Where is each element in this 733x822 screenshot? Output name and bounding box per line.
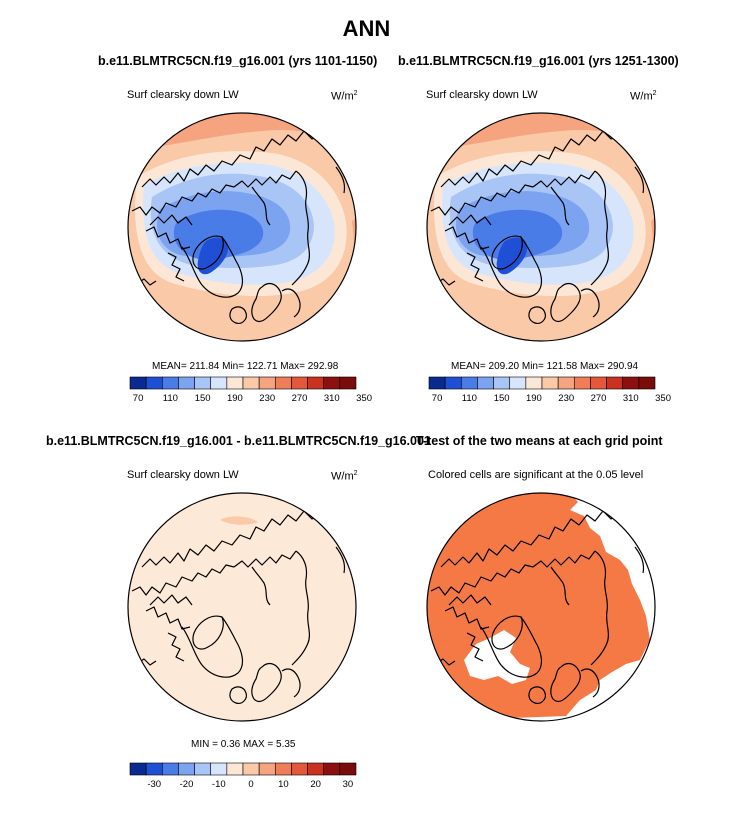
panel4-map <box>427 493 655 721</box>
panel1-boundary <box>127 112 357 342</box>
panel4-title: T-test of the two means at each grid poi… <box>416 434 663 448</box>
colorbar-2-swatch-13 <box>638 376 656 390</box>
panel1-colorbar: 70 110 150 190 230 270 310 350 <box>129 376 372 404</box>
colorbar-2-tick-label: 110 <box>462 393 477 404</box>
colorbar-1-swatch-0 <box>129 376 147 390</box>
colorbar-2-swatch-0 <box>428 376 446 390</box>
colorbar-3-tick-label: -30 <box>147 779 161 790</box>
panel1-stats: MEAN= 211.84 Min= 122.71 Max= 292.98 <box>152 361 339 372</box>
panel4-boundary <box>426 492 656 722</box>
colorbar-3-tick-label: 20 <box>310 779 321 790</box>
colorbar-2-tick-label: 190 <box>526 393 542 404</box>
colorbar-1-tick-label: 270 <box>292 393 308 404</box>
colorbar-2-swatch-1 <box>444 376 462 390</box>
colorbar-3-swatch-8 <box>258 762 276 776</box>
colorbar-3-tick-label: -20 <box>180 779 194 790</box>
panel3-subtitle: Surf clearsky down LW <box>127 469 239 481</box>
panel4-subtitle: Colored cells are significant at the 0.0… <box>428 469 644 481</box>
panel3-stats: MIN = 0.36 MAX = 5.35 <box>191 739 296 750</box>
colorbar-3-tick-label: -10 <box>212 779 226 790</box>
colorbar-1-tick-label: 150 <box>195 393 211 404</box>
colorbar-2-swatch-11 <box>606 376 624 390</box>
colorbar-2-swatch-10 <box>590 376 607 390</box>
colorbar-3-swatch-3 <box>178 762 195 776</box>
colorbar-3-swatch-1 <box>145 762 163 776</box>
colorbar-1-swatch-7 <box>242 376 260 390</box>
colorbar-1-swatch-2 <box>161 376 179 390</box>
colorbar-3-tick-label: 30 <box>343 779 354 790</box>
panel2-units: W/m2 <box>630 90 657 103</box>
panel3-map <box>128 493 356 721</box>
colorbar-1-tick-label: 230 <box>259 393 275 404</box>
panel3-field <box>128 493 356 721</box>
colorbar-2-swatch-5 <box>509 376 527 390</box>
panel2-map <box>427 113 655 341</box>
colorbar-2-tick-label: 350 <box>655 393 671 404</box>
colorbar-1-tick-label: 70 <box>133 393 144 404</box>
panel2-colorbar: 70 110 150 190 230 270 310 350 <box>428 376 671 404</box>
colorbar-1-swatch-5 <box>210 376 228 390</box>
colorbar-2-tick-label: 150 <box>494 393 510 404</box>
colorbar-3-swatch-4 <box>194 762 212 776</box>
colorbar-1-tick-label: 110 <box>163 393 178 404</box>
colorbar-3-swatch-5 <box>210 762 228 776</box>
panel2-boundary <box>426 112 656 342</box>
colorbar-3-swatch-9 <box>274 762 292 776</box>
colorbar-3-swatch-11 <box>307 762 325 776</box>
colorbar-1-swatch-12 <box>323 376 341 390</box>
panel2-subtitle: Surf clearsky down LW <box>426 89 538 101</box>
panel1-units: W/m2 <box>331 90 358 103</box>
colorbar-1-swatch-1 <box>145 376 163 390</box>
figure-title: ANN <box>342 16 391 41</box>
panel3-boundary <box>127 492 357 722</box>
colorbar-3-swatch-6 <box>226 762 244 776</box>
panel3-units: W/m2 <box>331 470 358 483</box>
colorbar-2-swatch-2 <box>460 376 478 390</box>
colorbar-1-tick-label: 190 <box>227 393 243 404</box>
colorbar-2-swatch-12 <box>622 376 640 390</box>
panel1-title: b.e11.BLMTRC5CN.f19_g16.001 (yrs 1101-11… <box>98 54 378 68</box>
colorbar-1-swatch-11 <box>307 376 325 390</box>
panel2-stats: MEAN= 209.20 Min= 121.58 Max= 290.94 <box>451 361 639 372</box>
colorbar-3-swatch-0 <box>129 762 147 776</box>
colorbar-3-swatch-13 <box>339 762 357 776</box>
colorbar-2-tick-label: 70 <box>432 393 443 404</box>
colorbar-2-tick-label: 310 <box>623 393 639 404</box>
panel3-title: b.e11.BLMTRC5CN.f19_g16.001 - b.e11.BLMT… <box>46 434 431 448</box>
colorbar-2-tick-label: 230 <box>558 393 574 404</box>
colorbar-1-swatch-4 <box>194 376 212 390</box>
colorbar-1-swatch-8 <box>258 376 276 390</box>
panel1-map <box>128 113 356 341</box>
colorbar-2-swatch-9 <box>573 376 591 390</box>
colorbar-1-tick-label: 310 <box>324 393 340 404</box>
colorbar-3-swatch-7 <box>242 762 260 776</box>
colorbar-2-swatch-4 <box>493 376 511 390</box>
colorbar-1-swatch-9 <box>274 376 292 390</box>
colorbar-3-tick-label: 0 <box>248 779 253 790</box>
panel3-warm-patch <box>220 516 258 525</box>
colorbar-3-swatch-10 <box>291 762 308 776</box>
panel2-title: b.e11.BLMTRC5CN.f19_g16.001 (yrs 1251-13… <box>398 54 679 68</box>
colorbar-2-swatch-3 <box>477 376 494 390</box>
colorbar-1-swatch-3 <box>178 376 195 390</box>
panel1-subtitle: Surf clearsky down LW <box>127 89 239 101</box>
colorbar-3-tick-label: 10 <box>278 779 289 790</box>
panel4-nonsig-greenland <box>464 630 530 684</box>
colorbar-2-tick-label: 270 <box>591 393 607 404</box>
panel3-colorbar: -30 -20 -10 0 10 20 30 <box>129 762 357 790</box>
colorbar-2-swatch-8 <box>557 376 575 390</box>
colorbar-3-swatch-12 <box>323 762 341 776</box>
colorbar-1-tick-label: 350 <box>356 393 372 404</box>
colorbar-1-swatch-6 <box>226 376 244 390</box>
colorbar-2-swatch-7 <box>541 376 559 390</box>
colorbar-1-swatch-13 <box>339 376 357 390</box>
colorbar-2-swatch-6 <box>525 376 543 390</box>
colorbar-1-swatch-10 <box>291 376 308 390</box>
colorbar-3-swatch-2 <box>161 762 179 776</box>
